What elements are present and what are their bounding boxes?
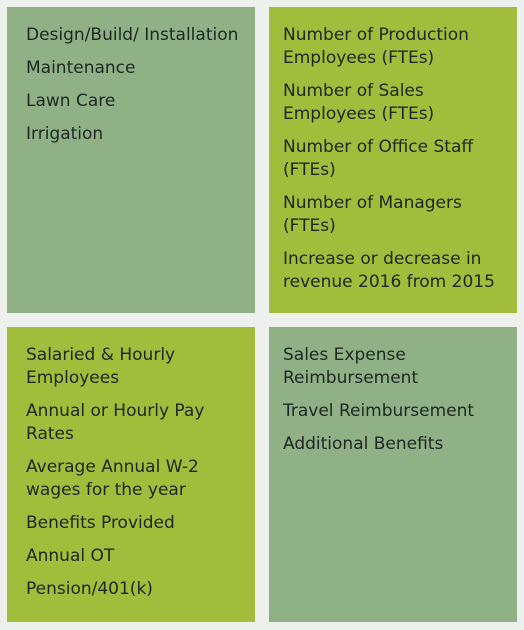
panel-item: Salaried & Hourly Employees [26, 345, 176, 388]
panel-item: Design/Build/ Installation [26, 25, 239, 45]
panel-item: Number of Sales Employees (FTEs) [283, 81, 435, 124]
panel-item: Sales Expense Reimbursement [283, 345, 419, 388]
panel-item: Pension/401(k) [26, 579, 153, 599]
panel-item: Maintenance [26, 58, 136, 78]
panel-item: Number of Office Staff (FTEs) [283, 137, 474, 180]
reimbursement-panel: Sales Expense Reimbursement Travel Reimb… [269, 327, 517, 622]
compensation-panel: Salaried & Hourly Employees Annual or Ho… [7, 327, 255, 622]
panel-item: Number of Production Employees (FTEs) [283, 25, 469, 68]
panel-item: Average Annual W-2 wages for the year [26, 457, 199, 500]
panel-item: Lawn Care [26, 91, 116, 111]
panel-item: Number of Managers (FTEs) [283, 193, 462, 236]
panel-item: Additional Benefits [283, 434, 444, 454]
panel-item: Annual OT [26, 546, 115, 566]
panel-item: Travel Reimbursement [283, 401, 475, 421]
staffing-panel: Number of Production Employees (FTEs) Nu… [269, 7, 517, 313]
panel-item: Annual or Hourly Pay Rates [26, 401, 205, 444]
panel-item: Irrigation [26, 124, 104, 144]
services-panel: Design/Build/ Installation Maintenance L… [7, 7, 255, 313]
panel-item: Benefits Provided [26, 513, 175, 533]
panel-item: Increase or decrease in revenue 2016 fro… [283, 249, 495, 292]
